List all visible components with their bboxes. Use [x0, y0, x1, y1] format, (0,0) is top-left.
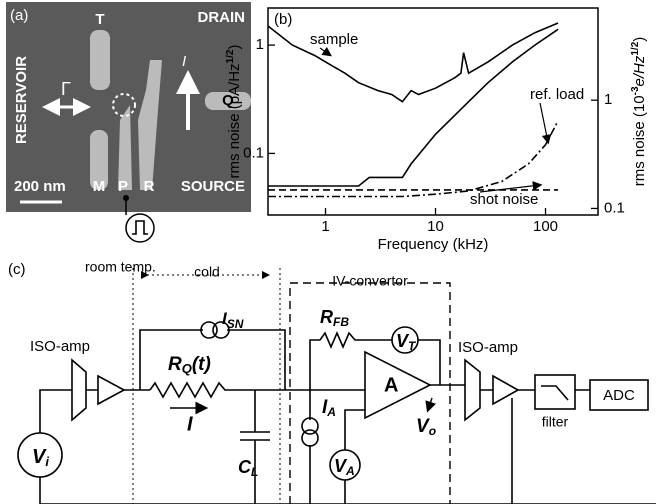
y2-tick-label: 1 — [604, 91, 612, 108]
vo-label: Vo — [416, 416, 436, 438]
noise-chart: (b) 1 10 100 0.1 1 0.1 1 Frequency (kHz) rms nois… — [225, 7, 648, 253]
y2-label-part: ) — [631, 37, 648, 42]
rq-label: RQ(t) — [168, 354, 211, 376]
y2-axis-label: rms noise (10-3e/Hz1/2) — [630, 37, 648, 187]
panel-label: (b) — [274, 11, 292, 28]
y-label-part: 1/2 — [225, 49, 236, 63]
series-line — [267, 22, 559, 103]
subscript: T — [408, 339, 417, 353]
source-label: SOURCE — [181, 178, 245, 195]
y-label-part: rms noise (pA/Hz — [226, 63, 243, 178]
symbol: I — [322, 397, 328, 418]
scale-bar-label: 200 nm — [14, 178, 66, 195]
x-axis-label: Frequency (kHz) — [378, 236, 489, 253]
symbol: C — [238, 457, 252, 477]
gate-label: R — [144, 178, 155, 195]
y-axis-label: rms noise (pA/Hz1/2) — [225, 45, 243, 179]
symbol: V — [334, 456, 348, 476]
label-arrow — [479, 181, 543, 193]
x-tick-label: 1 — [321, 218, 329, 235]
amp-label: A — [384, 374, 398, 396]
rfb-label: RFB — [320, 307, 349, 329]
panel-label: (c) — [8, 261, 26, 278]
plot-frame — [267, 7, 599, 216]
micrograph — [6, 2, 251, 243]
iso-amp-label: ISO-amp — [30, 338, 90, 355]
va-label: VA — [334, 456, 355, 478]
series-line — [268, 28, 559, 187]
adc-label: ADC — [603, 387, 635, 404]
label-arrow — [319, 46, 332, 57]
y2-label-part: e/Hz — [631, 55, 648, 86]
subscript: L — [251, 465, 258, 479]
gamma-label: Γ — [61, 79, 71, 99]
vt-label: VT — [396, 331, 417, 353]
vi-label: Vi — [32, 446, 49, 469]
gate-label: P — [118, 178, 128, 195]
symbol: I — [222, 309, 228, 328]
y2-tick-label: 0.1 — [604, 199, 625, 216]
room-temp-label: room temp. — [85, 259, 156, 275]
label-arrow — [539, 102, 552, 145]
symbol: R — [168, 354, 182, 375]
circuit — [17, 268, 656, 504]
y2-label-part: -3 — [630, 86, 641, 95]
symbol: V — [416, 416, 430, 437]
panel-label: (a) — [10, 7, 28, 24]
series-label: sample — [310, 31, 358, 48]
y2-label-part: rms noise (10 — [631, 95, 648, 186]
subscript: i — [45, 454, 49, 469]
iv-convertor-label: IV-convertor — [332, 273, 408, 289]
gate-label: M — [93, 178, 106, 195]
y-tick-label: 1 — [256, 36, 264, 53]
series-label: ref. load — [530, 86, 584, 103]
current-label: I — [187, 413, 193, 435]
filter-label: filter — [542, 414, 569, 430]
cl-label: CL — [238, 457, 258, 479]
reservoir-label: RESERVOIR — [13, 56, 30, 144]
gate-label: Q — [222, 92, 234, 109]
current-label: I — [182, 53, 186, 70]
series-label: shot noise — [470, 191, 538, 208]
y-tick-label: 0.1 — [243, 144, 264, 161]
series-line — [268, 120, 559, 198]
symbol: R — [320, 307, 333, 327]
subscript: o — [429, 424, 436, 438]
subscript: A — [326, 405, 336, 419]
subscript: FB — [333, 315, 349, 329]
subscript: A — [345, 464, 355, 478]
x-tick-label: 100 — [533, 218, 558, 235]
y2-label-part: 1/2 — [630, 41, 641, 55]
x-tick-label: 10 — [427, 218, 444, 235]
y-label-part: ) — [226, 45, 243, 50]
drain-label: DRAIN — [198, 9, 246, 26]
ia-label: IA — [322, 397, 336, 419]
symbol: V — [396, 331, 410, 351]
isn-label: ISN — [222, 309, 244, 331]
symbol: (t) — [192, 354, 211, 375]
subscript: Q — [182, 361, 192, 376]
subscript: SN — [227, 317, 244, 331]
cold-label: cold — [194, 264, 220, 280]
symbol: V — [32, 446, 47, 468]
gate-label: T — [95, 11, 104, 28]
iso-amp-label: ISO-amp — [458, 339, 518, 356]
